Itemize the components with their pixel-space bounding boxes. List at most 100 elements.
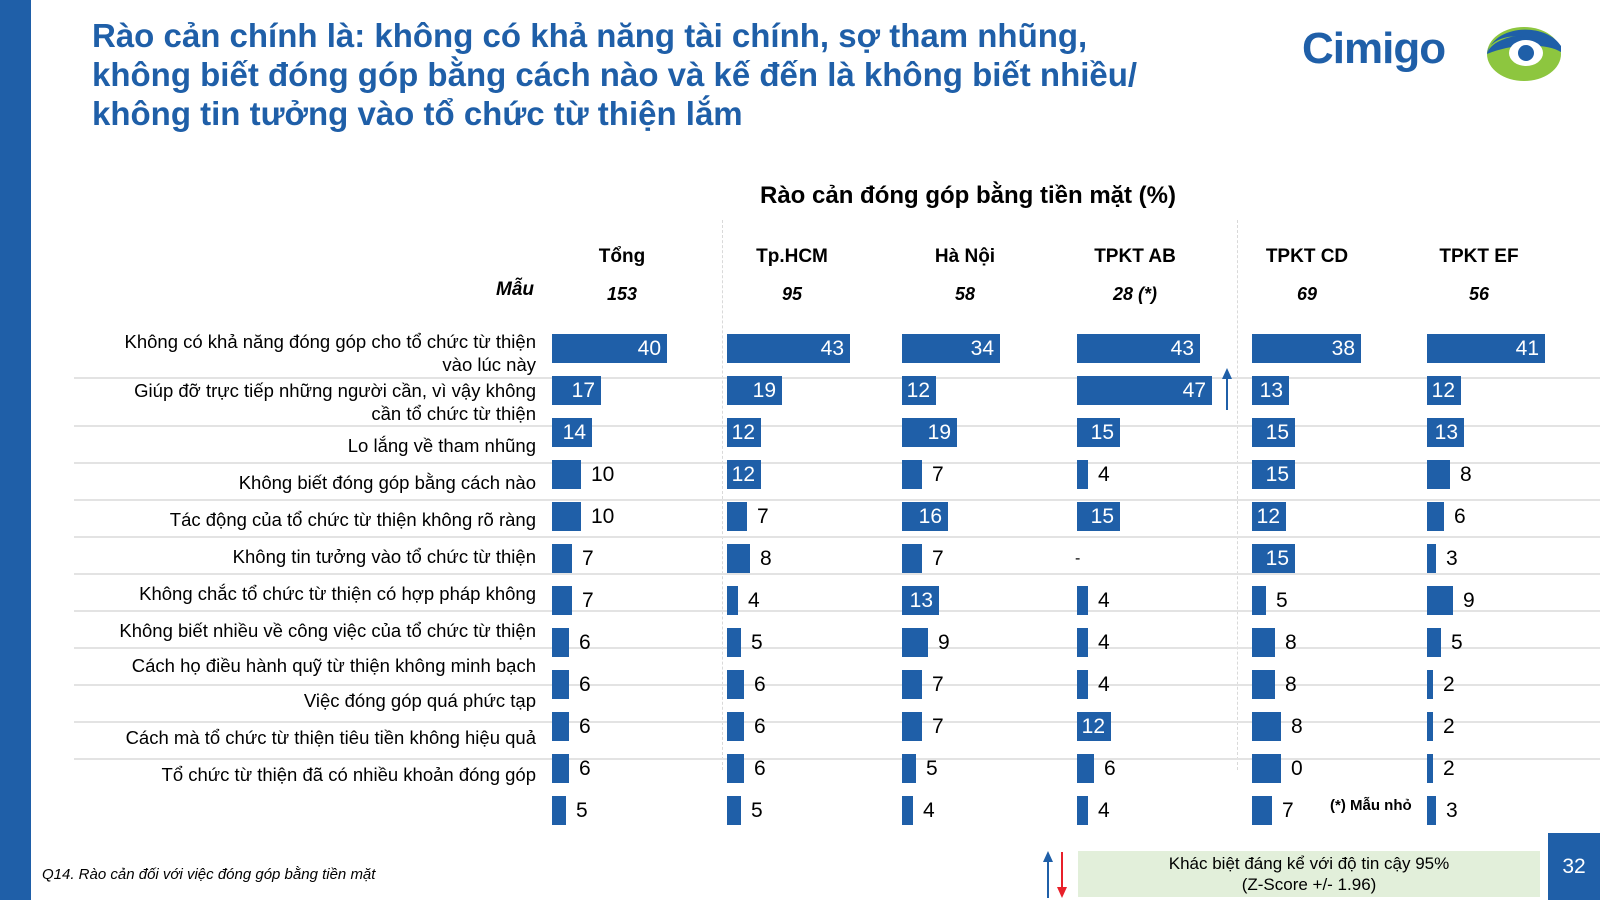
bar-value-label: 6 — [754, 757, 766, 780]
bar: 10 — [552, 460, 614, 489]
bar: 6 — [552, 712, 591, 741]
bar: 3 — [1427, 544, 1458, 573]
bar-value-label: 9 — [1463, 589, 1475, 612]
category-label: Không biết đóng góp bằng cách nào — [74, 471, 536, 494]
bar: 7 — [902, 544, 944, 573]
bar: 15 — [1252, 460, 1295, 489]
bar: 17 — [552, 376, 601, 405]
bar-value-label: 19 — [927, 421, 951, 444]
bar: 16 — [902, 502, 948, 531]
bar: 6 — [727, 712, 766, 741]
bar-value-label: 6 — [579, 631, 591, 654]
group-header: Tp.HCM — [756, 246, 828, 267]
bar: 13 — [902, 586, 939, 615]
row-divider — [74, 758, 1600, 760]
bar-value-label: 4 — [748, 589, 760, 612]
page-number: 32 — [1548, 833, 1600, 900]
arrow-up-icon — [1043, 851, 1053, 898]
bar-value-label: 38 — [1331, 337, 1355, 360]
bar: 10 — [552, 502, 614, 531]
bar: 15 — [1252, 418, 1295, 447]
group-header: Tổng — [598, 246, 646, 267]
slide-title-line-1: Rào cản chính là: không có khả năng tài … — [92, 17, 1088, 54]
group-header: TPKT EF — [1439, 246, 1519, 267]
bar: 7 — [902, 670, 944, 699]
significance-up-arrow-icon — [1222, 368, 1232, 410]
bar-value-label: 19 — [752, 379, 776, 402]
bar-value-label: 15 — [1090, 421, 1114, 444]
question-source-note: Q14. Rào cản đối với việc đóng góp bằng … — [42, 866, 376, 883]
category-label-line: Lo lắng về tham nhũng — [347, 435, 536, 456]
bar: 3 — [1427, 796, 1458, 825]
significance-legend-arrows — [1040, 850, 1074, 900]
category-label-line: Tác động của tổ chức từ thiện không rõ r… — [169, 509, 536, 530]
bar-value-label: 13 — [1434, 421, 1458, 444]
category-label: Cách họ điều hành quỹ từ thiện không min… — [74, 654, 536, 677]
bar-value-label: 2 — [1443, 757, 1455, 780]
bar-value-label: 15 — [1265, 463, 1289, 486]
category-label-line: Cách mà tổ chức từ thiện tiêu tiền không… — [125, 727, 536, 748]
cimigo-logo: Cimigo — [1302, 22, 1562, 82]
category-label: Việc đóng góp quá phức tạp — [74, 689, 536, 712]
bar-value-label: 4 — [1098, 589, 1110, 612]
slide-title-line-3: không tin tưởng vào tổ chức từ thiện lắm — [92, 95, 743, 132]
bar: 8 — [1427, 460, 1472, 489]
group-header: Hà Nội — [934, 246, 996, 267]
bar-value-label: 10 — [591, 463, 615, 486]
category-label-line: vào lúc này — [442, 354, 536, 375]
group-sample-size: 95 — [781, 284, 803, 304]
bar-value-label: 7 — [582, 547, 594, 570]
bar: 4 — [1077, 796, 1110, 825]
category-label: Giúp đỡ trực tiếp những người cần, vì vậ… — [74, 379, 536, 425]
category-label-line: Không biết đóng góp bằng cách nào — [238, 472, 536, 493]
bar: 38 — [1252, 334, 1361, 363]
row-divider — [74, 647, 1600, 649]
bar-value-label: 40 — [637, 337, 661, 360]
row-divider — [74, 573, 1600, 575]
bar-value-label: 7 — [1282, 799, 1294, 822]
bar: 5 — [727, 628, 763, 657]
bar-value-label: 10 — [591, 505, 615, 528]
bar: 41 — [1427, 334, 1545, 363]
row-divider — [74, 536, 1600, 538]
group-sample-size: 28 (*) — [1112, 284, 1157, 304]
bar: 4 — [1077, 670, 1110, 699]
group-separator — [1237, 220, 1238, 770]
bar: 6 — [552, 670, 591, 699]
bar-value-label: 16 — [918, 505, 942, 528]
significance-legend: Khác biệt đáng kể với độ tin cậy 95% (Z-… — [1078, 851, 1540, 897]
category-label: Không có khả năng đóng góp cho tổ chức t… — [74, 330, 536, 376]
bar-value-label: 43 — [1170, 337, 1194, 360]
bar-value-label: 8 — [1291, 715, 1303, 738]
category-label-line: Không biết nhiều về công việc của tổ chứ… — [119, 620, 536, 641]
bar-value-label: 7 — [757, 505, 769, 528]
bar-value-label: 6 — [579, 757, 591, 780]
bar: 14 — [552, 418, 592, 447]
bar: 12 — [727, 418, 761, 447]
bar: 7 — [727, 502, 769, 531]
bar-value-label: 17 — [571, 379, 595, 402]
category-label: Không tin tưởng vào tổ chức từ thiện — [74, 545, 536, 568]
bar-value-label: 12 — [1256, 505, 1280, 528]
category-label-line: Không có khả năng đóng góp cho tổ chức t… — [124, 331, 536, 352]
bar-value-label: 15 — [1265, 547, 1289, 570]
small-sample-note: (*) Mẫu nhỏ — [1330, 797, 1412, 814]
bar-value-label: 7 — [932, 547, 944, 570]
bar-value-label: 4 — [923, 799, 935, 822]
bar: 0 — [1252, 754, 1303, 783]
bar: 7 — [1252, 796, 1294, 825]
bar-value-label: 5 — [1451, 631, 1463, 654]
bar: 7 — [902, 712, 944, 741]
group-separator — [722, 220, 723, 770]
bar-value-label: 15 — [1265, 421, 1289, 444]
arrow-down-icon — [1057, 852, 1067, 898]
bar: 47 — [1077, 376, 1212, 405]
logo-text: Cimigo — [1302, 24, 1446, 73]
bar-value-label: 12 — [1081, 715, 1105, 738]
group-header: TPKT CD — [1265, 246, 1349, 267]
bar: 6 — [552, 628, 591, 657]
bar-value-label: 2 — [1443, 673, 1455, 696]
slide-title: Rào cản chính là: không có khả năng tài … — [92, 16, 1272, 133]
sample-label: Mẫu — [496, 279, 534, 300]
category-label: Tác động của tổ chức từ thiện không rõ r… — [74, 508, 536, 531]
